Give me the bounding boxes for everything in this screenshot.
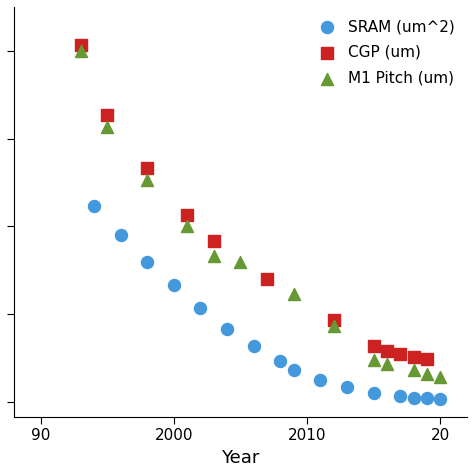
- SRAM (um^2): [397, 392, 404, 400]
- M1 Pitch (um): [237, 258, 244, 265]
- CGP (um): [397, 350, 404, 357]
- M1 Pitch (um): [143, 176, 151, 183]
- CGP (um): [423, 355, 431, 363]
- M1 Pitch (um): [103, 123, 111, 131]
- SRAM (um^2): [370, 389, 378, 396]
- SRAM (um^2): [437, 395, 444, 403]
- SRAM (um^2): [90, 202, 98, 210]
- CGP (um): [143, 164, 151, 172]
- M1 Pitch (um): [423, 371, 431, 378]
- M1 Pitch (um): [77, 47, 84, 55]
- M1 Pitch (um): [410, 367, 418, 374]
- CGP (um): [210, 237, 218, 245]
- CGP (um): [183, 211, 191, 219]
- CGP (um): [103, 111, 111, 119]
- SRAM (um^2): [143, 258, 151, 265]
- SRAM (um^2): [223, 325, 231, 333]
- SRAM (um^2): [197, 305, 204, 312]
- M1 Pitch (um): [330, 322, 337, 330]
- SRAM (um^2): [170, 281, 178, 289]
- X-axis label: Year: Year: [221, 449, 260, 467]
- SRAM (um^2): [410, 394, 418, 401]
- CGP (um): [370, 343, 378, 350]
- CGP (um): [410, 353, 418, 361]
- CGP (um): [383, 347, 391, 355]
- SRAM (um^2): [250, 343, 257, 350]
- CGP (um): [264, 275, 271, 283]
- M1 Pitch (um): [383, 360, 391, 368]
- SRAM (um^2): [343, 383, 351, 391]
- M1 Pitch (um): [183, 223, 191, 230]
- Legend: SRAM (um^2), CGP (um), M1 Pitch (um): SRAM (um^2), CGP (um), M1 Pitch (um): [307, 15, 459, 90]
- CGP (um): [77, 41, 84, 49]
- SRAM (um^2): [317, 376, 324, 384]
- SRAM (um^2): [117, 231, 124, 239]
- SRAM (um^2): [290, 366, 298, 374]
- M1 Pitch (um): [370, 356, 378, 364]
- M1 Pitch (um): [290, 290, 298, 298]
- SRAM (um^2): [423, 394, 431, 402]
- CGP (um): [330, 316, 337, 324]
- M1 Pitch (um): [437, 374, 444, 381]
- M1 Pitch (um): [210, 252, 218, 259]
- SRAM (um^2): [277, 357, 284, 365]
